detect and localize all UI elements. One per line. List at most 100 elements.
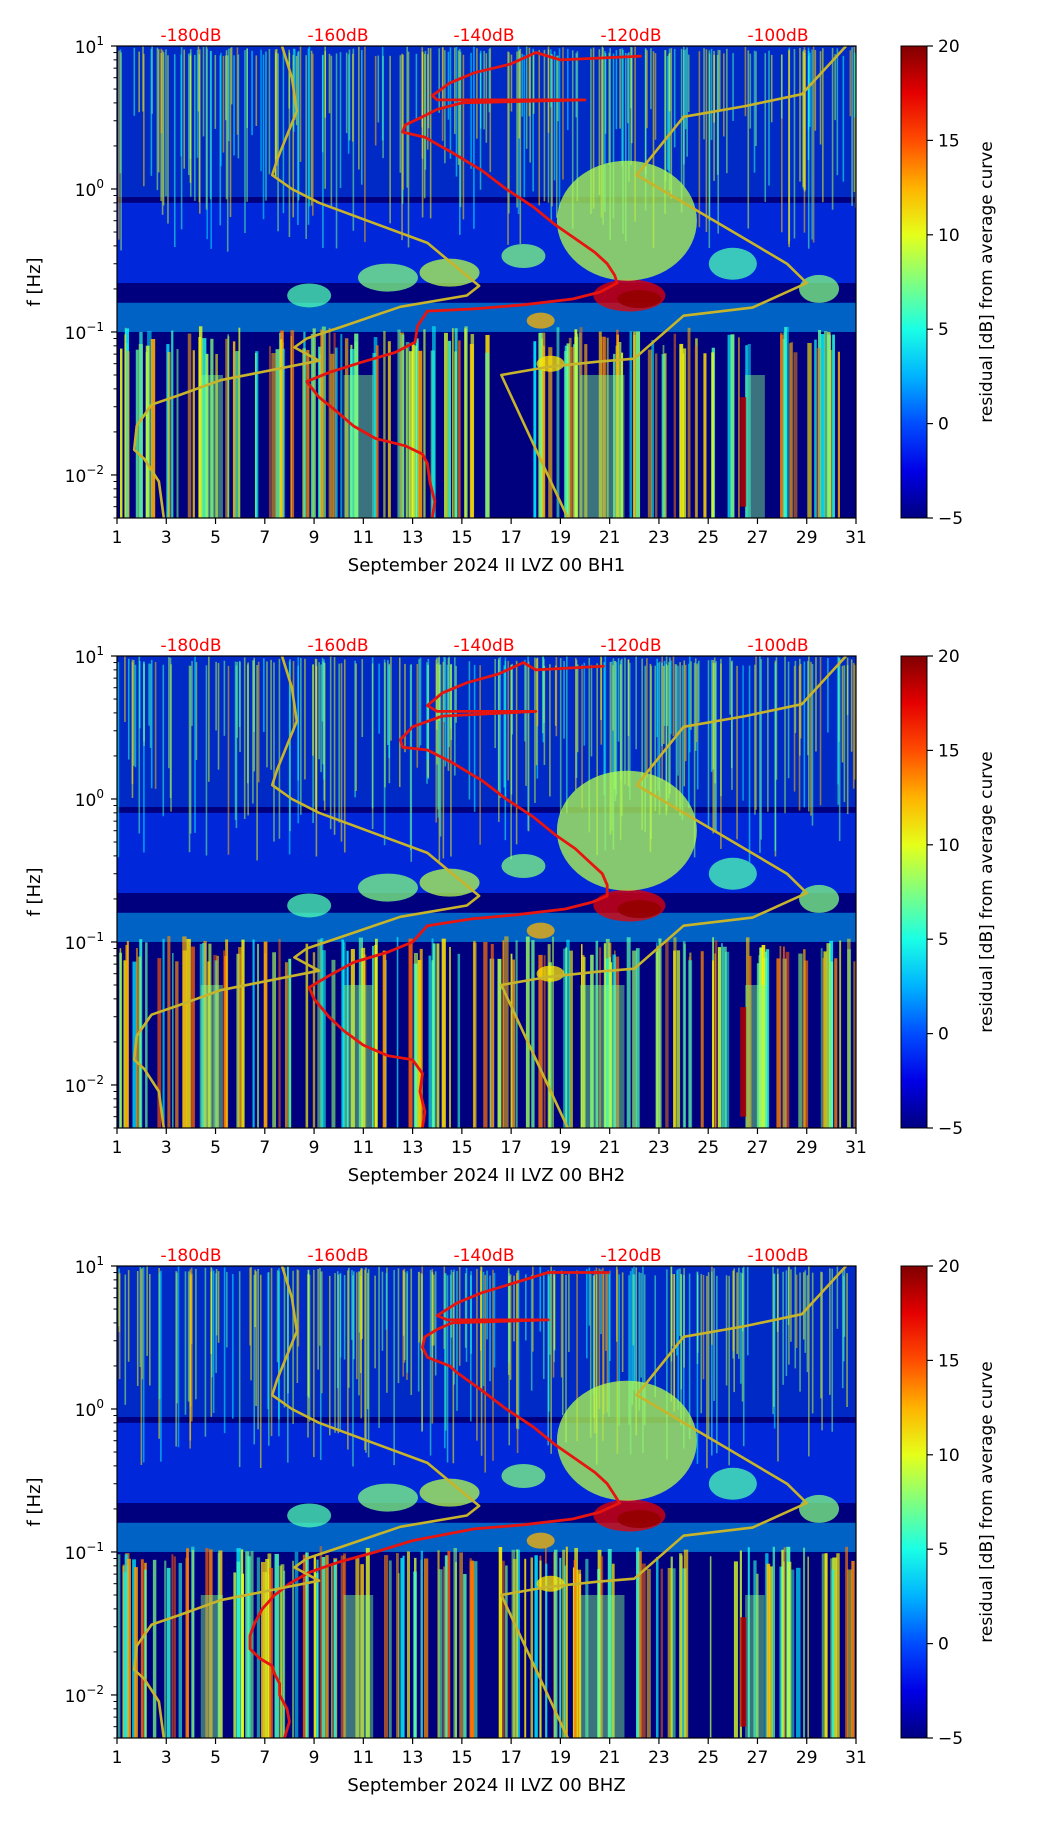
x-tick-label: 11 [353,528,375,548]
x-tick-label: 29 [796,1138,818,1158]
heatmap-area [117,1266,856,1738]
x-tick-label: 23 [648,528,670,548]
x-tick-label: 5 [210,1748,221,1768]
colorbar-title: residual [dB] from average curve [977,141,997,422]
x-tick-label: 31 [845,1138,867,1158]
colorbar-tick-label: 0 [938,1635,949,1655]
x-tick-label: 29 [796,528,818,548]
x-tick-label: 3 [161,1748,172,1768]
colorbar-title: residual [dB] from average curve [977,751,997,1032]
db-scale-label: -160dB [307,1246,368,1266]
db-scale-label: -140dB [453,636,514,656]
y-tick-label: 10−2 [65,1073,104,1097]
colorbar-title: residual [dB] from average curve [977,1361,997,1642]
spectrogram-panel-1: 1 3 5 7 9 11 13 15 17 19 21 23 25 27 29 3110110010−110−… [24,26,997,576]
x-tick-label: 23 [648,1748,670,1768]
y-axis-title: f [Hz] [24,257,45,306]
y-tick-label: 10−1 [65,320,104,344]
colorbar-tick-label: 5 [938,320,949,340]
x-tick-label: 7 [259,1748,270,1768]
db-scale-label: -140dB [453,1246,514,1266]
colorbar-tick-label: 15 [938,1351,960,1371]
heatmap-area [117,46,856,518]
x-axis-title: September 2024 II LVZ 00 BH1 [348,555,625,576]
db-scale-label: -100dB [747,26,808,46]
colorbar-tick-label: 10 [938,226,960,246]
db-scale-label: -160dB [307,26,368,46]
x-tick-label: 21 [599,528,621,548]
x-tick-label: 31 [845,528,867,548]
noise-model-curve [500,656,848,1128]
axes-frame [116,1265,857,1739]
x-tick-label: 27 [747,1748,769,1768]
colorbar-tick-label: 0 [938,1025,949,1045]
x-axis-title: September 2024 II LVZ 00 BHZ [347,1775,625,1796]
y-axis-title: f [Hz] [24,1477,45,1526]
colorbar [900,1265,928,1739]
x-tick-label: 7 [259,1138,270,1158]
x-tick-label: 15 [451,1138,473,1158]
x-tick-label: 9 [309,528,320,548]
x-tick-label: 1 [112,1138,123,1158]
heatmap-area [117,656,856,1128]
x-tick-label: 9 [309,1748,320,1768]
y-tick-label: 101 [75,644,104,668]
y-axis-title: f [Hz] [24,867,45,916]
colorbar-tick-label: −5 [938,509,963,529]
x-tick-label: 27 [747,528,769,548]
colorbar-tick-label: 20 [938,647,960,667]
colorbar-tick-label: 15 [938,131,960,151]
y-tick-label: 10−1 [65,1540,104,1564]
ppsd-curve [248,1271,621,1738]
x-tick-label: 3 [161,528,172,548]
x-tick-label: 15 [451,1748,473,1768]
ppsd-curve [307,661,609,1128]
colorbar-tick-label: 0 [938,415,949,435]
noise-model-curve [132,46,481,518]
db-scale-label: -140dB [453,26,514,46]
noise-model-curve [132,656,481,1128]
x-tick-label: 27 [747,1138,769,1158]
x-tick-label: 11 [353,1748,375,1768]
x-tick-label: 7 [259,528,270,548]
db-scale-label: -100dB [747,1246,808,1266]
axes-frame [116,45,857,519]
x-tick-label: 3 [161,1138,172,1158]
x-tick-label: 19 [550,1748,572,1768]
x-tick-label: 1 [112,528,123,548]
colorbar-tick-label: 20 [938,1257,960,1277]
x-tick-label: 25 [697,1748,719,1768]
y-tick-label: 100 [75,1397,104,1421]
colorbar-tick-label: 15 [938,741,960,761]
colorbar-tick-label: 20 [938,37,960,57]
x-tick-label: 31 [845,1748,867,1768]
y-tick-label: 10−2 [65,1683,104,1707]
x-tick-label: 13 [402,1138,424,1158]
x-tick-label: 21 [599,1138,621,1158]
x-tick-label: 5 [210,528,221,548]
x-tick-label: 13 [402,528,424,548]
y-tick-label: 10−2 [65,463,104,487]
y-tick-label: 101 [75,34,104,58]
colorbar-tick-label: −5 [938,1119,963,1139]
x-tick-label: 15 [451,528,473,548]
x-tick-label: 19 [550,1138,572,1158]
db-scale-label: -120dB [600,1246,661,1266]
colorbar-tick-label: 10 [938,836,960,856]
colorbar-tick-label: 10 [938,1446,960,1466]
db-scale-label: -180dB [160,26,221,46]
x-tick-label: 5 [210,1138,221,1158]
noise-model-curve [500,46,848,518]
colorbar [900,655,928,1129]
db-scale-label: -100dB [747,636,808,656]
spectrogram-panel-2: 1 3 5 7 9 11 13 15 17 19 21 23 25 27 29 3110110010−110−… [24,636,997,1186]
colorbar [900,45,928,519]
x-tick-label: 17 [500,528,522,548]
x-tick-label: 21 [599,1748,621,1768]
x-tick-label: 25 [697,528,719,548]
ppsd-curve [305,51,642,518]
axes-frame [116,655,857,1129]
y-tick-label: 100 [75,177,104,201]
x-tick-label: 17 [500,1138,522,1158]
y-tick-label: 100 [75,787,104,811]
